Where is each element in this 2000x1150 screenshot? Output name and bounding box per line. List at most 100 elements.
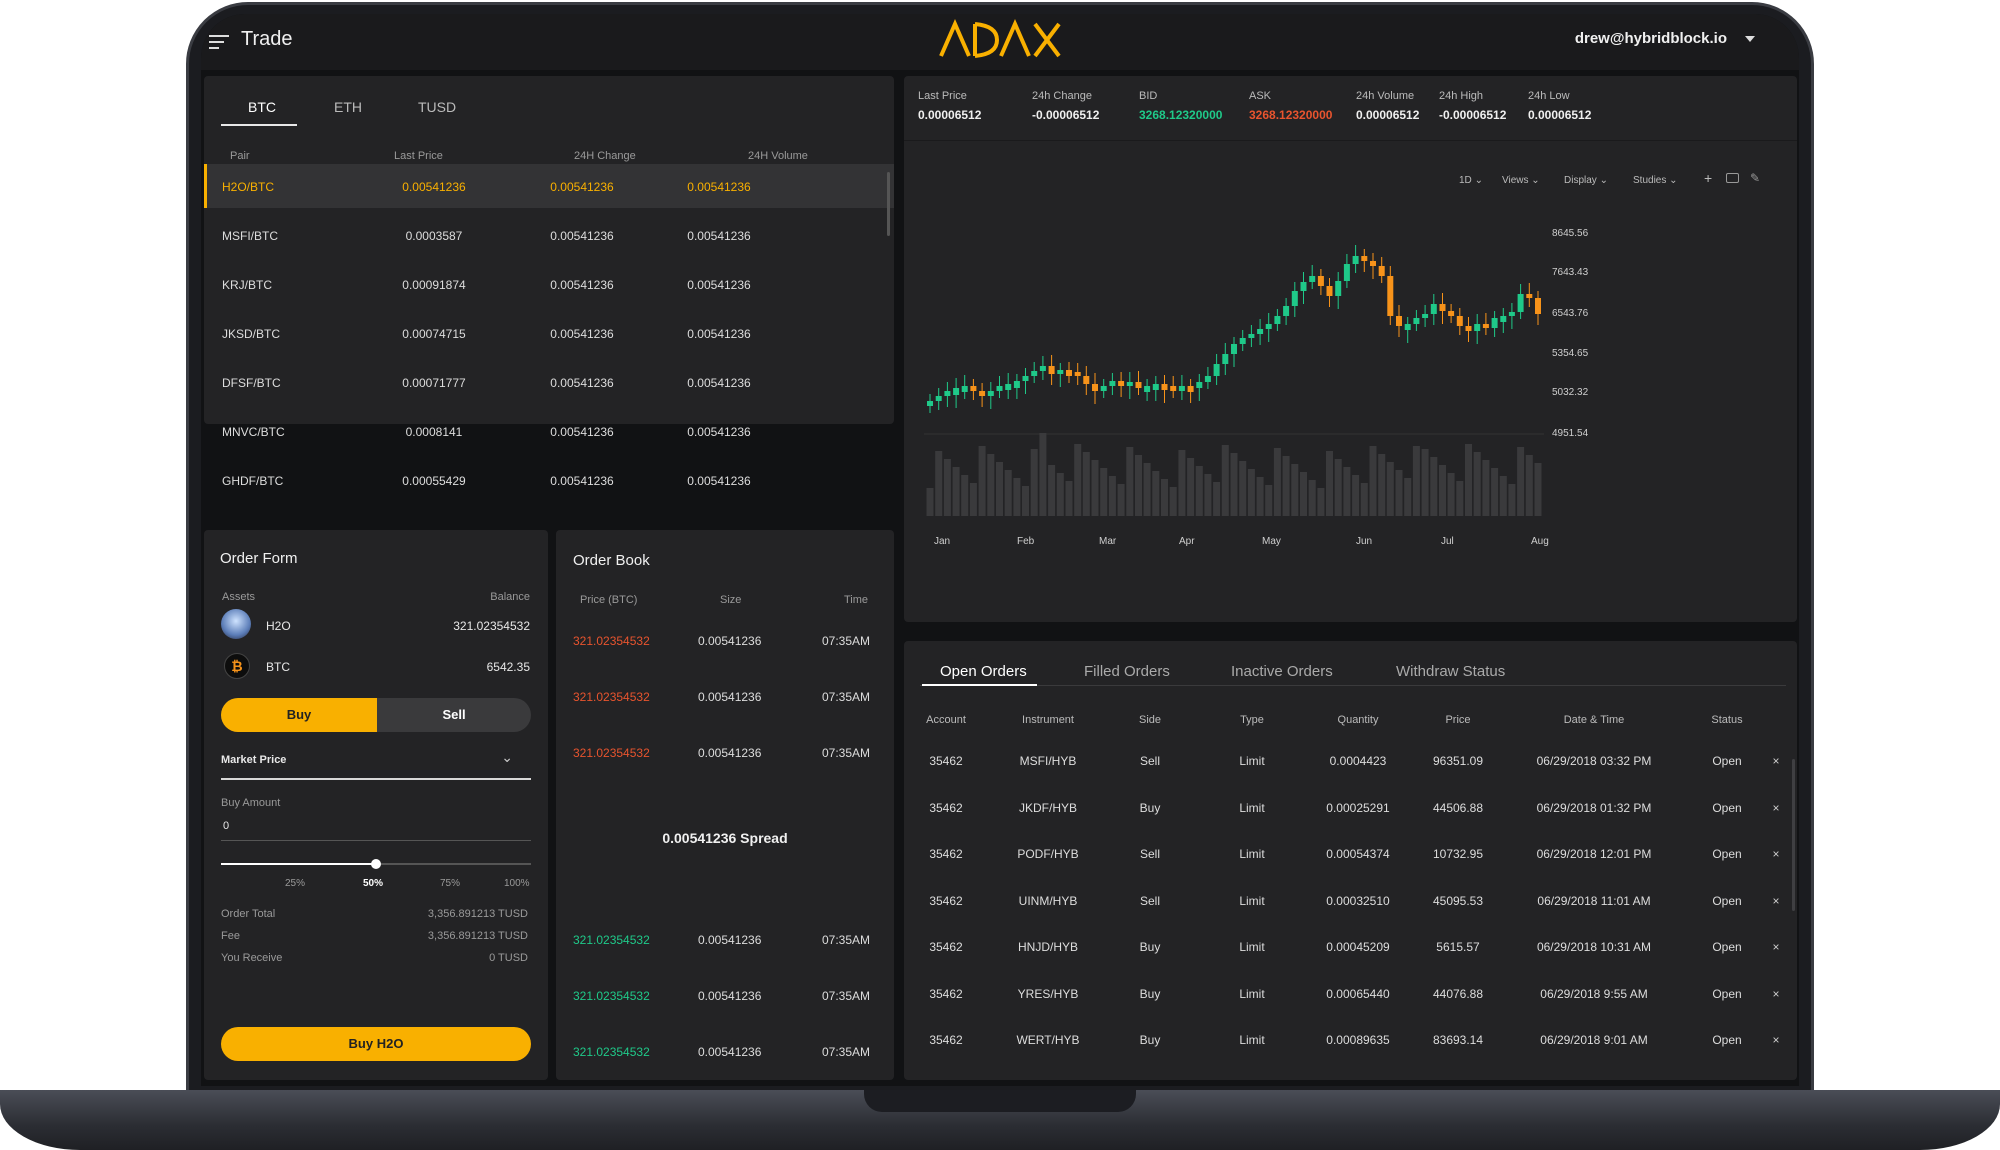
candle-body	[1144, 386, 1151, 392]
candle-body	[935, 396, 942, 401]
order-row[interactable]: 35462 YRES/HYB Buy Limit 0.00065440 44076.88 0…	[904, 987, 1794, 1007]
menu-icon[interactable]	[209, 35, 229, 49]
chevron-down-icon[interactable]	[1745, 36, 1755, 42]
plus-icon[interactable]: +	[1704, 170, 1713, 186]
orders-col-header: Type	[1240, 714, 1264, 726]
slider-mark-25[interactable]: 25%	[285, 878, 306, 889]
cancel-order-icon[interactable]: ×	[1772, 893, 1780, 908]
tab-tusd[interactable]: TUSD	[418, 99, 457, 115]
volume-bar	[978, 446, 986, 516]
volume-bar	[1525, 455, 1533, 516]
tab-filled-orders[interactable]: Filled Orders	[1084, 663, 1170, 680]
ob-time: 07:35AM	[821, 933, 870, 947]
order-total-value: 3,356.891213 TUSD	[427, 908, 528, 920]
market-cell-volume: 0.00541236	[687, 474, 751, 488]
volume-bar	[996, 462, 1003, 516]
buy-amount-input[interactable]: 0	[221, 811, 531, 841]
cancel-order-icon[interactable]: ×	[1772, 1033, 1780, 1047]
market-row[interactable]: MSFI/BTC 0.0003587 0.00541236 0.00541236	[204, 213, 894, 259]
user-email[interactable]: drew@hybridblock.io	[1574, 30, 1727, 47]
volume-bar	[1239, 461, 1247, 516]
volume-bar	[1508, 484, 1516, 516]
tab-btc[interactable]: BTC	[248, 99, 276, 115]
order-cell-instrument: MSFI/HYB	[1019, 754, 1077, 768]
market-row[interactable]: JKSD/BTC 0.00074715 0.00541236 0.00541236	[204, 311, 894, 357]
ob-size: 0.00541236	[698, 1045, 762, 1059]
volume-bar	[1291, 464, 1299, 516]
volume-bar	[1082, 452, 1090, 516]
price-chart[interactable]: 8645.56 7643.43 6543.76 5354.65 5032.32 4951.…	[904, 186, 1797, 622]
tab-withdraw-status[interactable]: Withdraw Status	[1396, 663, 1506, 680]
sell-tab-button[interactable]: Sell	[442, 707, 466, 722]
order-row[interactable]: 35462 MSFI/HYB Sell Limit 0.0004423 96351.09 0…	[904, 754, 1794, 774]
views-menu[interactable]: Views ⌄	[1502, 175, 1540, 186]
spread-value: 0.00541236 Spread	[662, 830, 788, 846]
order-row[interactable]: 35462 WERT/HYB Buy Limit 0.00089635 83693.14 0…	[904, 1033, 1794, 1053]
cancel-order-icon[interactable]: ×	[1772, 754, 1780, 768]
order-row[interactable]: 35462 PODF/HYB Sell Limit 0.00054374 10732.95…	[904, 847, 1794, 867]
order-cell-type: Limit	[1239, 986, 1265, 1001]
market-row[interactable]: H2O/BTC 0.00541236 0.00541236 0.00541236	[204, 164, 894, 208]
tab-eth[interactable]: ETH	[334, 99, 362, 115]
candle-body	[1083, 376, 1090, 384]
volume-bar	[1004, 470, 1012, 516]
cancel-order-icon[interactable]: ×	[1772, 986, 1780, 1001]
candle-body	[1517, 294, 1524, 312]
studies-menu[interactable]: Studies ⌄	[1633, 175, 1678, 186]
fee-label: Fee	[221, 930, 240, 942]
slider-mark-50[interactable]: 50%	[363, 878, 384, 889]
cancel-order-icon[interactable]: ×	[1772, 940, 1780, 954]
order-cell-side: Sell	[1139, 893, 1161, 908]
display-menu[interactable]: Display ⌄	[1564, 175, 1608, 186]
tab-open-orders[interactable]: Open Orders	[940, 663, 1027, 680]
volume-bar	[1039, 433, 1047, 516]
market-cell-pair: DFSF/BTC	[222, 376, 281, 390]
orders-scrollbar[interactable]	[1792, 759, 1795, 911]
volume-bar	[1499, 476, 1507, 516]
volume-bar	[1447, 473, 1455, 516]
buy-tab-button[interactable]: Buy	[221, 698, 377, 732]
pencil-icon[interactable]: ✎	[1750, 171, 1761, 185]
order-total-label: Order Total	[221, 908, 276, 920]
candle-body	[1161, 384, 1168, 390]
order-type-select[interactable]: Market Price ⌄	[221, 748, 531, 780]
market-row[interactable]: DFSF/BTC 0.00071777 0.00541236 0.00541236	[204, 360, 894, 406]
markets-scrollbar[interactable]	[887, 172, 890, 236]
fee-value: 3,356.891213 TUSD	[427, 930, 528, 942]
stat-label: Last Price	[918, 90, 967, 102]
candle-body	[1005, 384, 1012, 390]
market-row[interactable]: GHDF/BTC 0.00055429 0.00541236 0.00541236	[204, 458, 894, 504]
order-row[interactable]: 35462 JKDF/HYB Buy Limit 0.00025291 44506.88 0…	[904, 801, 1794, 821]
stat-label: ASK	[1249, 90, 1272, 102]
market-row[interactable]: KRJ/BTC 0.00091874 0.00541236 0.00541236	[204, 262, 894, 308]
volume-bar	[1473, 452, 1481, 516]
order-cell-type: Limit	[1239, 940, 1265, 954]
cancel-order-icon[interactable]: ×	[1772, 847, 1780, 861]
interval-select[interactable]: 1D ⌄	[1459, 175, 1483, 186]
order-cell-datetime: 06/29/2018 9:01 AM	[1540, 1033, 1648, 1047]
order-row[interactable]: 35462 HNJD/HYB Buy Limit 0.00045209 5615.57 06…	[904, 940, 1794, 960]
order-cell-price: 45095.53	[1432, 893, 1484, 908]
tab-inactive-orders[interactable]: Inactive Orders	[1231, 663, 1333, 680]
order-cell-side: Sell	[1139, 847, 1161, 861]
slider-mark-100[interactable]: 100%	[504, 878, 530, 889]
volume-bar	[961, 475, 969, 516]
volume-bar	[1161, 479, 1168, 516]
ob-price: 321.02354532	[573, 746, 650, 760]
candle-body	[961, 386, 968, 392]
order-cell-account: 35462	[929, 1033, 963, 1047]
market-cell-last: 0.00071777	[402, 376, 466, 390]
order-row[interactable]: 35462 UINM/HYB Sell Limit 0.00032510 45095.53…	[904, 894, 1794, 914]
cancel-order-icon[interactable]: ×	[1772, 800, 1780, 815]
volume-bar	[952, 467, 960, 516]
comment-icon[interactable]	[1726, 173, 1739, 183]
amount-slider-handle[interactable]	[371, 859, 381, 869]
volume-bar	[1412, 446, 1420, 516]
slider-mark-75[interactable]: 75%	[440, 878, 461, 889]
candle-body	[1335, 281, 1342, 296]
buy-h2o-button[interactable]: Buy H2O	[221, 1027, 531, 1061]
volume-bar	[1108, 476, 1116, 516]
market-row[interactable]: MNVC/BTC 0.0008141 0.00541236 0.00541236	[204, 409, 894, 455]
btc-coin-icon: ₿	[224, 653, 250, 679]
candle-body	[1196, 382, 1203, 388]
